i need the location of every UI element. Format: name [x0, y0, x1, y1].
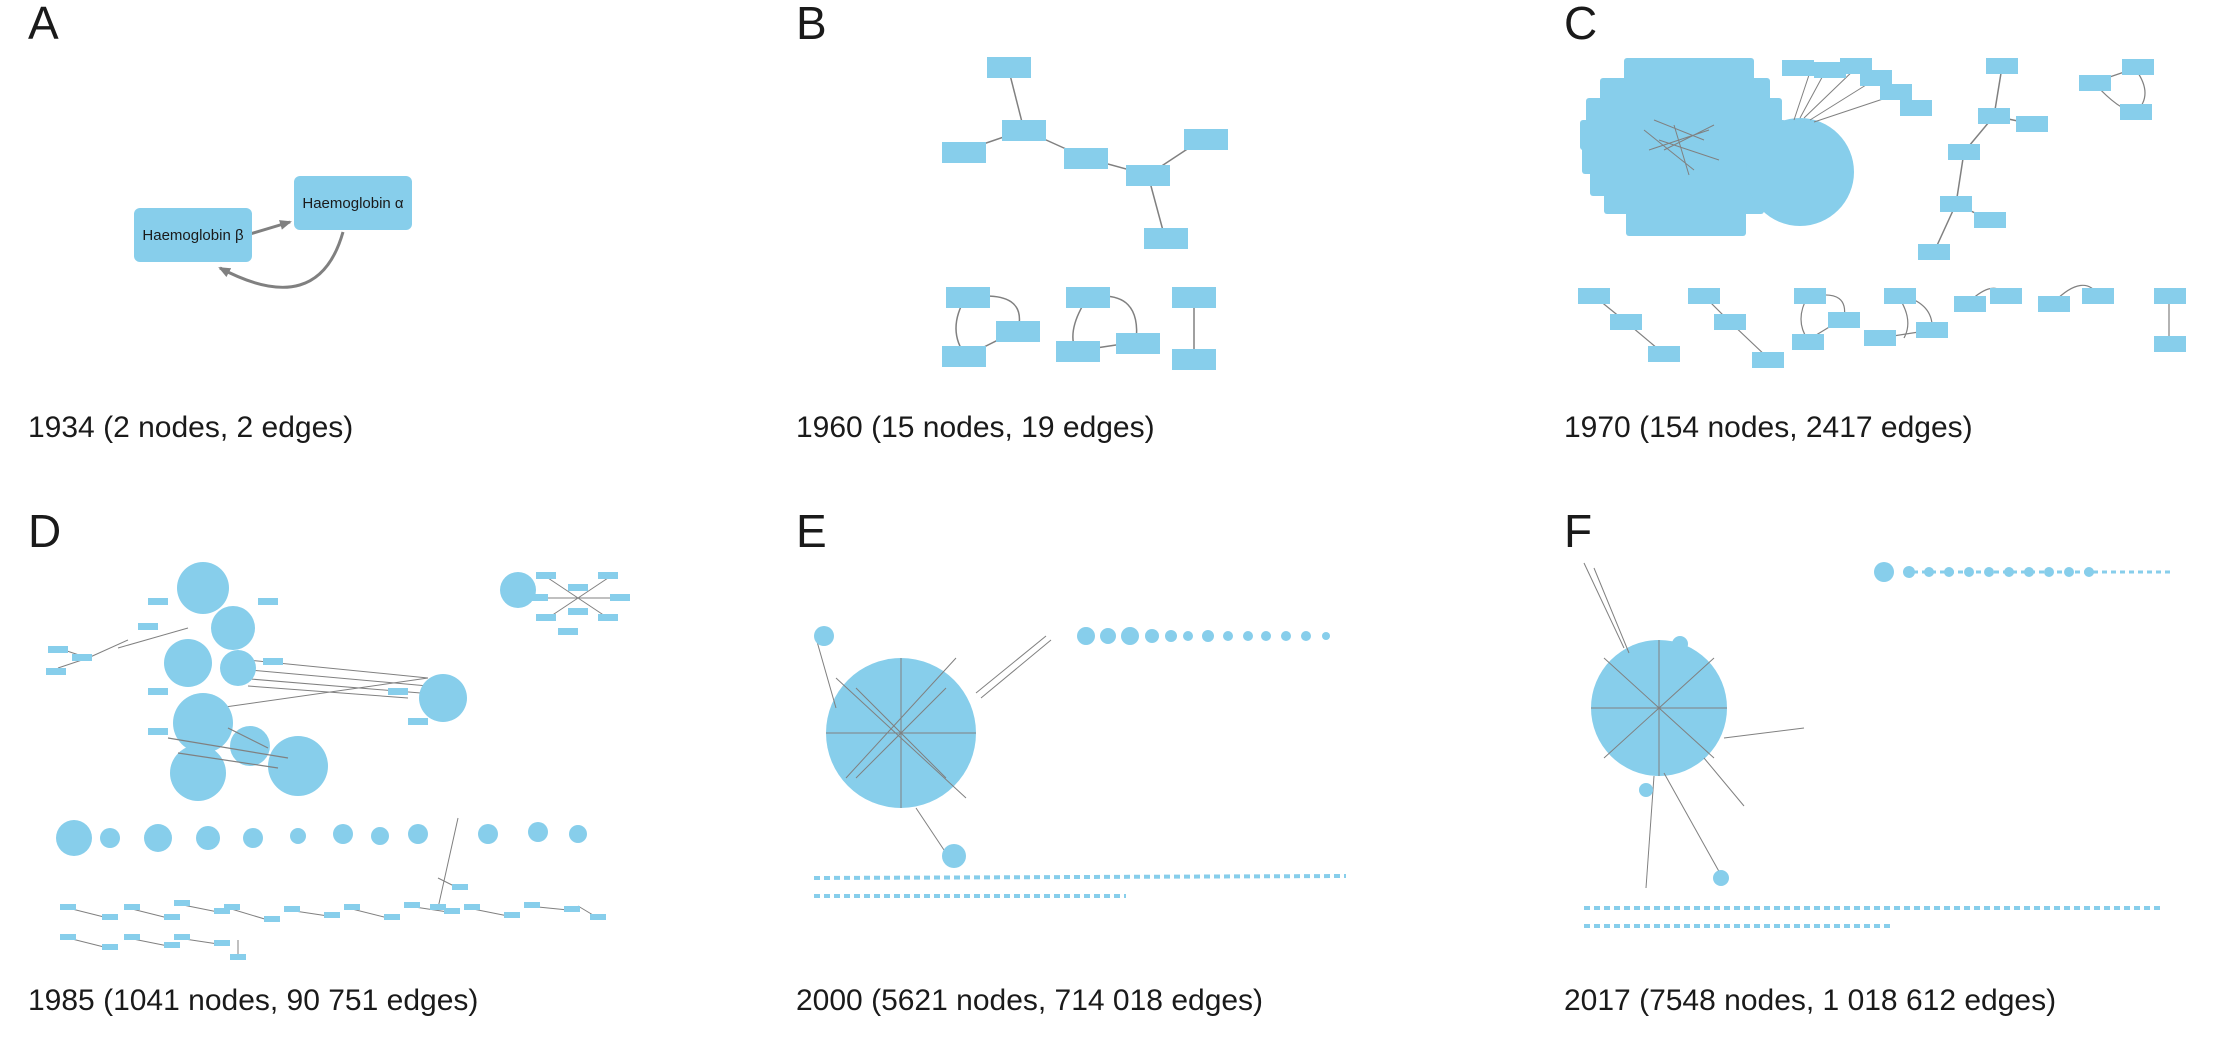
panel-letter-f: F [1564, 505, 1593, 557]
panel-b: B [796, 0, 1556, 500]
panel-f: F [1564, 505, 2221, 1016]
panel-caption-f: 2017 (7548 nodes, 1 018 612 edges) [1564, 984, 2057, 1017]
panel-letter-b: B [796, 0, 827, 49]
network-2017 [1583, 562, 2170, 928]
panel-letter-e: E [796, 505, 827, 557]
panel-letter-d: D [28, 505, 62, 557]
network-1985 [46, 562, 630, 960]
network-1934: Haemoglobin β Haemoglobin α [134, 176, 412, 289]
panel-caption-d: 1985 (1041 nodes, 90 751 edges) [28, 984, 479, 1017]
panel-e: E [796, 505, 1556, 1016]
panel-caption-c: 1970 (154 nodes, 2417 edges) [1564, 411, 1973, 444]
panel-caption-e: 2000 (5621 nodes, 714 018 edges) [796, 984, 1264, 1017]
edge-alpha-beta [218, 231, 345, 289]
node-haemoglobin-beta [134, 208, 252, 262]
network-1960 [942, 57, 1228, 370]
panel-letter-a: A [28, 0, 59, 49]
node-label-alpha: Haemoglobin α [302, 195, 404, 212]
panel-d: D [28, 505, 788, 1016]
network-2000 [813, 626, 1347, 898]
edge-beta-alpha [249, 220, 292, 236]
panel-letter-c: C [1564, 0, 1598, 49]
panel-caption-b: 1960 (15 nodes, 19 edges) [796, 411, 1155, 444]
network-1970 [1578, 58, 2186, 368]
panel-c: C [1564, 0, 2221, 500]
panel-a: A Haemoglobin β Haemoglobin α 1934 (2 no… [28, 0, 788, 500]
node-haemoglobin-alpha [294, 176, 412, 230]
panel-caption-a: 1934 (2 nodes, 2 edges) [28, 411, 354, 444]
node-label-beta: Haemoglobin β [142, 227, 244, 244]
